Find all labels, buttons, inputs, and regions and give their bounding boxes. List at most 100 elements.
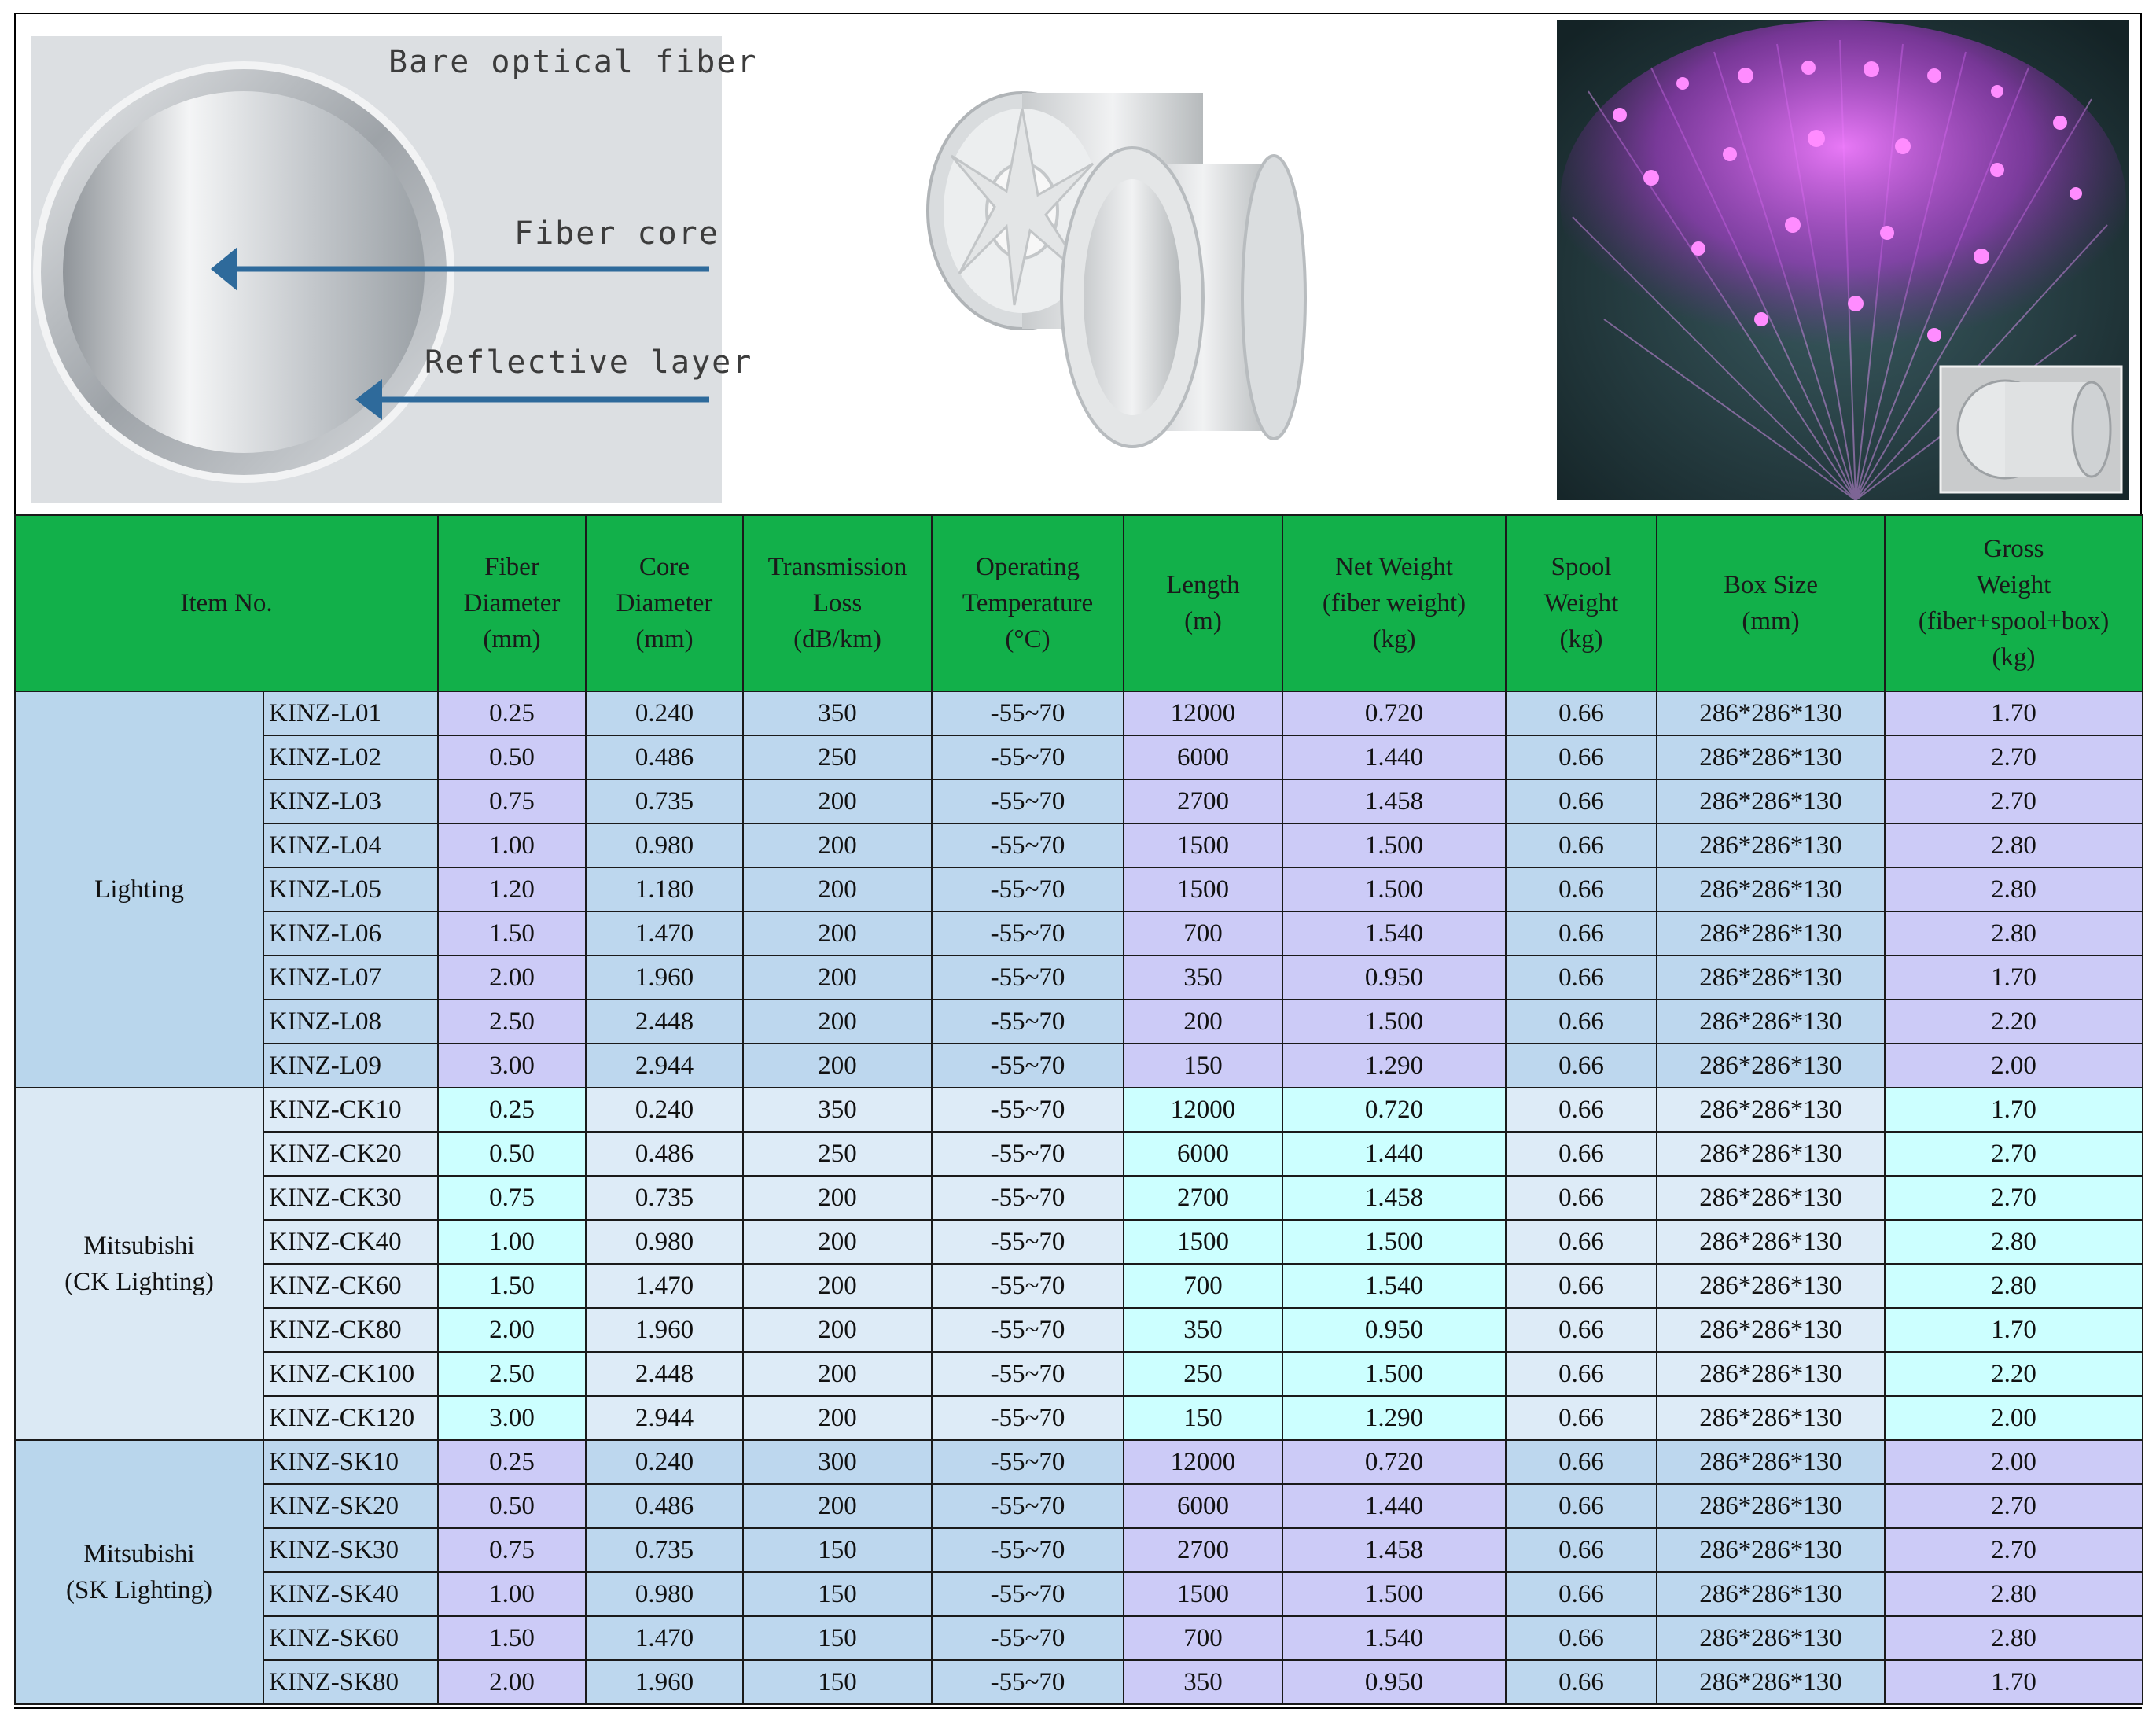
cell-item: KINZ-CK80: [263, 1307, 439, 1353]
cell-item: KINZ-CK30: [263, 1175, 439, 1221]
cell-item: KINZ-L01: [263, 691, 439, 736]
header-temp: Operating Temperature (°C): [931, 514, 1124, 692]
cell-core-diameter: 2.448: [585, 1351, 744, 1397]
cell-operating-temperature: -55~70: [931, 1395, 1124, 1441]
group-label-line: (SK Lighting): [65, 1576, 213, 1604]
cell-item: KINZ-L03: [263, 779, 439, 824]
cell-fiber-diameter: 2.50: [437, 999, 587, 1044]
cell-operating-temperature: -55~70: [931, 867, 1124, 912]
cell-net-weight: 1.440: [1282, 1131, 1507, 1177]
cell-item: KINZ-CK60: [263, 1263, 439, 1309]
cell-item: KINZ-SK10: [263, 1439, 439, 1485]
cell-transmission-loss: 200: [742, 1395, 933, 1441]
header-gross-line: (kg): [1992, 643, 2036, 672]
cell-fiber-diameter: 0.75: [437, 779, 587, 824]
cell-length: 6000: [1123, 735, 1283, 780]
cell-spool-weight: 0.66: [1505, 1175, 1657, 1221]
cell-box-size: 286*286*130: [1656, 779, 1886, 824]
cell-net-weight: 1.500: [1282, 999, 1507, 1044]
cell-transmission-loss: 200: [742, 779, 933, 824]
table-row: KINZ-SK80 2.00 1.960 150 -55~70 350 0.950 0.66 2…: [15, 1659, 2143, 1705]
cell-core-diameter: 1.470: [585, 1615, 744, 1661]
table-bottom-rule: [14, 1707, 2142, 1709]
cell-net-weight: 1.290: [1282, 1043, 1507, 1088]
cell-transmission-loss: 150: [742, 1527, 933, 1573]
cell-length: 350: [1123, 955, 1283, 1000]
cell-spool-weight: 0.66: [1505, 823, 1657, 868]
header-temp-line: Temperature: [962, 589, 1094, 617]
table-row: KINZ-L02 0.50 0.486 250 -55~70 6000 1.440 0.66 2…: [15, 735, 2143, 780]
cell-fiber-diameter: 1.00: [437, 823, 587, 868]
cell-gross-weight: 2.80: [1884, 1263, 2143, 1309]
label-fiber-core: Fiber core: [514, 215, 719, 252]
header-temp-line: (°C): [1005, 625, 1050, 654]
cell-box-size: 286*286*130: [1656, 1395, 1886, 1441]
fiber-cross-section-graphic: [31, 36, 722, 503]
table-row: KINZ-SK60 1.50 1.470 150 -55~70 700 1.540 0.66 2…: [15, 1615, 2143, 1661]
cell-transmission-loss: 200: [742, 999, 933, 1044]
cell-box-size: 286*286*130: [1656, 867, 1886, 912]
cell-box-size: 286*286*130: [1656, 823, 1886, 868]
cell-net-weight: 1.458: [1282, 779, 1507, 824]
cell-operating-temperature: -55~70: [931, 955, 1124, 1000]
cell-transmission-loss: 200: [742, 1219, 933, 1265]
cell-item: KINZ-L05: [263, 867, 439, 912]
cell-fiber-diameter: 3.00: [437, 1395, 587, 1441]
cell-core-diameter: 1.470: [585, 911, 744, 956]
cell-spool-weight: 0.66: [1505, 779, 1657, 824]
cell-spool-weight: 0.66: [1505, 911, 1657, 956]
cell-gross-weight: 2.70: [1884, 1131, 2143, 1177]
cell-box-size: 286*286*130: [1656, 1439, 1886, 1485]
header-gross: Gross Weight (fiber+spool+box) (kg): [1884, 514, 2143, 692]
header-spool-line: Weight: [1543, 589, 1619, 617]
cell-length: 150: [1123, 1043, 1283, 1088]
cell-item: KINZ-CK100: [263, 1351, 439, 1397]
cell-spool-weight: 0.66: [1505, 1659, 1657, 1705]
cell-item: KINZ-SK80: [263, 1659, 439, 1705]
header-core_dia: Core Diameter (mm): [585, 514, 744, 692]
table-row: KINZ-CK100 2.50 2.448 200 -55~70 250 1.500 0.66…: [15, 1351, 2143, 1397]
cell-item: KINZ-CK120: [263, 1395, 439, 1441]
cell-spool-weight: 0.66: [1505, 1351, 1657, 1397]
table-row: KINZ-CK20 0.50 0.486 250 -55~70 6000 1.440 0.66…: [15, 1131, 2143, 1177]
header-gross-line: Gross: [1983, 535, 2044, 563]
cell-transmission-loss: 250: [742, 735, 933, 780]
cell-core-diameter: 0.486: [585, 1483, 744, 1529]
cell-gross-weight: 1.70: [1884, 691, 2143, 736]
cell-gross-weight: 1.70: [1884, 955, 2143, 1000]
group-label-line: Mitsubishi: [83, 1540, 195, 1568]
cell-gross-weight: 2.80: [1884, 911, 2143, 956]
cell-operating-temperature: -55~70: [931, 1175, 1124, 1221]
cell-item: KINZ-SK20: [263, 1483, 439, 1529]
cell-fiber-diameter: 2.00: [437, 1307, 587, 1353]
cell-fiber-diameter: 1.00: [437, 1219, 587, 1265]
cell-length: 12000: [1123, 691, 1283, 736]
cell-transmission-loss: 200: [742, 1263, 933, 1309]
cell-spool-weight: 0.66: [1505, 867, 1657, 912]
cell-operating-temperature: -55~70: [931, 1263, 1124, 1309]
cell-length: 6000: [1123, 1483, 1283, 1529]
cell-core-diameter: 0.486: [585, 1131, 744, 1177]
cell-gross-weight: 2.80: [1884, 1615, 2143, 1661]
cell-fiber-diameter: 2.00: [437, 1659, 587, 1705]
cell-spool-weight: 0.66: [1505, 1307, 1657, 1353]
cell-gross-weight: 2.20: [1884, 1351, 2143, 1397]
cell-fiber-diameter: 0.25: [437, 1439, 587, 1485]
cell-core-diameter: 1.960: [585, 1659, 744, 1705]
header-gross-line: Weight: [1976, 571, 2051, 599]
cell-length: 1500: [1123, 867, 1283, 912]
cell-item: KINZ-SK40: [263, 1571, 439, 1617]
cell-length: 250: [1123, 1351, 1283, 1397]
cell-length: 12000: [1123, 1087, 1283, 1133]
cell-fiber-diameter: 2.50: [437, 1351, 587, 1397]
cell-core-diameter: 0.735: [585, 1527, 744, 1573]
cell-operating-temperature: -55~70: [931, 1131, 1124, 1177]
cell-gross-weight: 2.80: [1884, 1219, 2143, 1265]
cell-box-size: 286*286*130: [1656, 1571, 1886, 1617]
cell-core-diameter: 1.960: [585, 955, 744, 1000]
cell-length: 1500: [1123, 823, 1283, 868]
cell-box-size: 286*286*130: [1656, 1043, 1886, 1088]
cell-net-weight: 1.458: [1282, 1175, 1507, 1221]
cell-operating-temperature: -55~70: [931, 1659, 1124, 1705]
cell-core-diameter: 0.486: [585, 735, 744, 780]
